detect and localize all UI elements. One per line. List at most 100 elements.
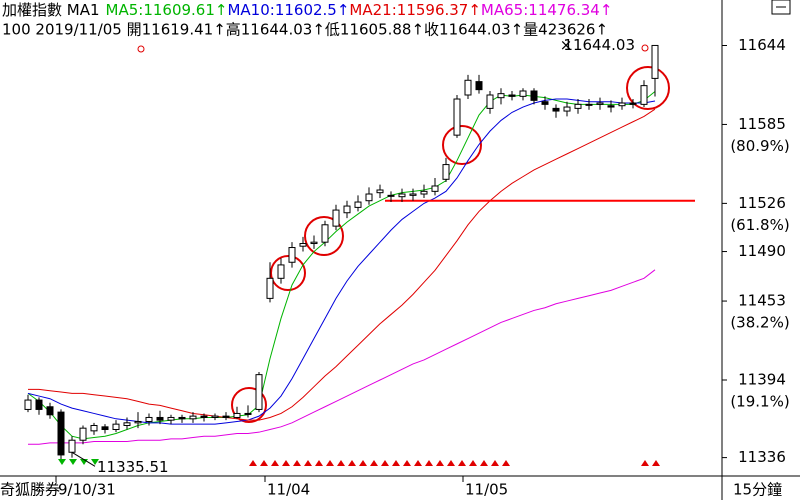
candle-body <box>244 412 252 415</box>
y-tick-label: 11453 <box>738 292 786 310</box>
buy-signal <box>403 460 411 466</box>
candle-body <box>145 416 153 422</box>
candle-body <box>189 415 197 420</box>
highlight-circle <box>270 255 306 291</box>
candle-body <box>563 106 571 112</box>
candle-body <box>112 423 120 431</box>
fib-label: (38.2%) <box>730 314 789 332</box>
y-tick-label: 11644 <box>738 36 786 54</box>
buy-signal <box>282 460 290 466</box>
ma-line <box>27 98 656 425</box>
buy-signal <box>447 460 455 466</box>
candle-body <box>233 412 241 418</box>
candle-body <box>299 243 307 247</box>
legend-entry: MA65:11476.34↑ <box>481 1 613 19</box>
candle-body <box>156 416 164 421</box>
legend-value: :11609.61↑ <box>138 1 227 19</box>
candle-body <box>453 98 461 136</box>
buy-signal <box>315 460 323 466</box>
buy-signal <box>502 460 510 466</box>
info-line: 100 2019/11/05 開11619.41↑高11644.03↑低1160… <box>2 21 608 39</box>
buy-signal <box>458 460 466 466</box>
legend-value: :11476.34↑ <box>523 1 612 19</box>
candle-body <box>640 85 648 105</box>
header-line-1: 加權指數 MA1 MA5:11609.61↑MA10:11602.5↑MA21:1… <box>2 1 612 19</box>
buy-signal <box>381 460 389 466</box>
candle-body <box>387 194 395 197</box>
legend-entry: MA5:11609.61↑ <box>106 1 228 19</box>
candle-body <box>79 427 87 441</box>
candle-body <box>519 90 527 97</box>
legend-name: MA10 <box>227 1 269 19</box>
buy-signal <box>260 460 268 466</box>
legend-entry: MA10:11602.5↑ <box>227 1 349 19</box>
candle-body <box>541 101 549 105</box>
candle-body <box>497 93 505 99</box>
buy-signal <box>414 460 422 466</box>
candle-body <box>651 44 659 79</box>
legend-name: MA65 <box>481 1 523 19</box>
candle-body <box>255 374 263 410</box>
title: 加權指數 MA1 <box>2 1 100 19</box>
legend-value: :11596.37↑ <box>392 1 481 19</box>
candle-body <box>486 94 494 109</box>
highlight-circle <box>442 125 482 165</box>
candle-body <box>596 102 604 105</box>
candle-body <box>607 105 615 108</box>
sell-signal <box>58 459 66 465</box>
x-tick-label: 11/04 <box>267 481 310 499</box>
x-tick-label: 11/05 <box>465 481 508 499</box>
candle-body <box>134 420 142 424</box>
sell-signal <box>91 459 99 465</box>
buy-signal <box>348 460 356 466</box>
candle-body <box>464 79 472 96</box>
highlight-circles <box>231 66 670 423</box>
buy-signal <box>249 460 257 466</box>
candle-body <box>200 415 208 418</box>
annotation-leader <box>71 451 96 467</box>
candle-body <box>574 103 582 109</box>
candle-body <box>68 439 76 453</box>
highlight-circle <box>231 387 267 423</box>
candle-body <box>24 399 32 410</box>
candle-body <box>310 241 318 245</box>
candle-body <box>321 224 329 243</box>
marker <box>137 45 145 53</box>
marker <box>641 44 649 52</box>
candle-body <box>343 205 351 214</box>
buy-signal <box>304 460 312 466</box>
candle-body <box>585 103 593 106</box>
candle-body <box>222 415 230 418</box>
buy-signal <box>469 460 477 466</box>
legend-entry: MA21:11596.37↑ <box>349 1 481 19</box>
candle-body <box>420 190 428 195</box>
candle-body <box>409 193 417 196</box>
y-tick-label: 11336 <box>738 448 786 466</box>
candle-body <box>475 81 483 91</box>
buy-signal <box>359 460 367 466</box>
buy-signal <box>370 460 378 466</box>
fib-label: (61.8%) <box>730 216 789 234</box>
candle-body <box>530 90 538 101</box>
ma-line <box>28 269 656 445</box>
highlight-circle <box>626 66 670 110</box>
buy-signal <box>491 460 499 466</box>
sell-signal <box>69 459 77 465</box>
legend-name: MA21 <box>349 1 391 19</box>
candle-body <box>35 399 43 410</box>
candle-body <box>266 277 274 299</box>
candle-body <box>618 102 626 107</box>
buy-signal <box>641 460 649 466</box>
candle-body <box>442 164 450 180</box>
candle-body <box>332 209 340 227</box>
y-tick-label: 11585 <box>738 115 786 133</box>
legend-name: MA5 <box>106 1 139 19</box>
fib-label: (80.9%) <box>730 137 789 155</box>
buy-signal <box>392 460 400 466</box>
footer-right: 15分鐘 <box>733 481 782 499</box>
candle-body <box>431 185 439 192</box>
candle-body <box>288 247 296 263</box>
candle-body <box>508 94 516 97</box>
